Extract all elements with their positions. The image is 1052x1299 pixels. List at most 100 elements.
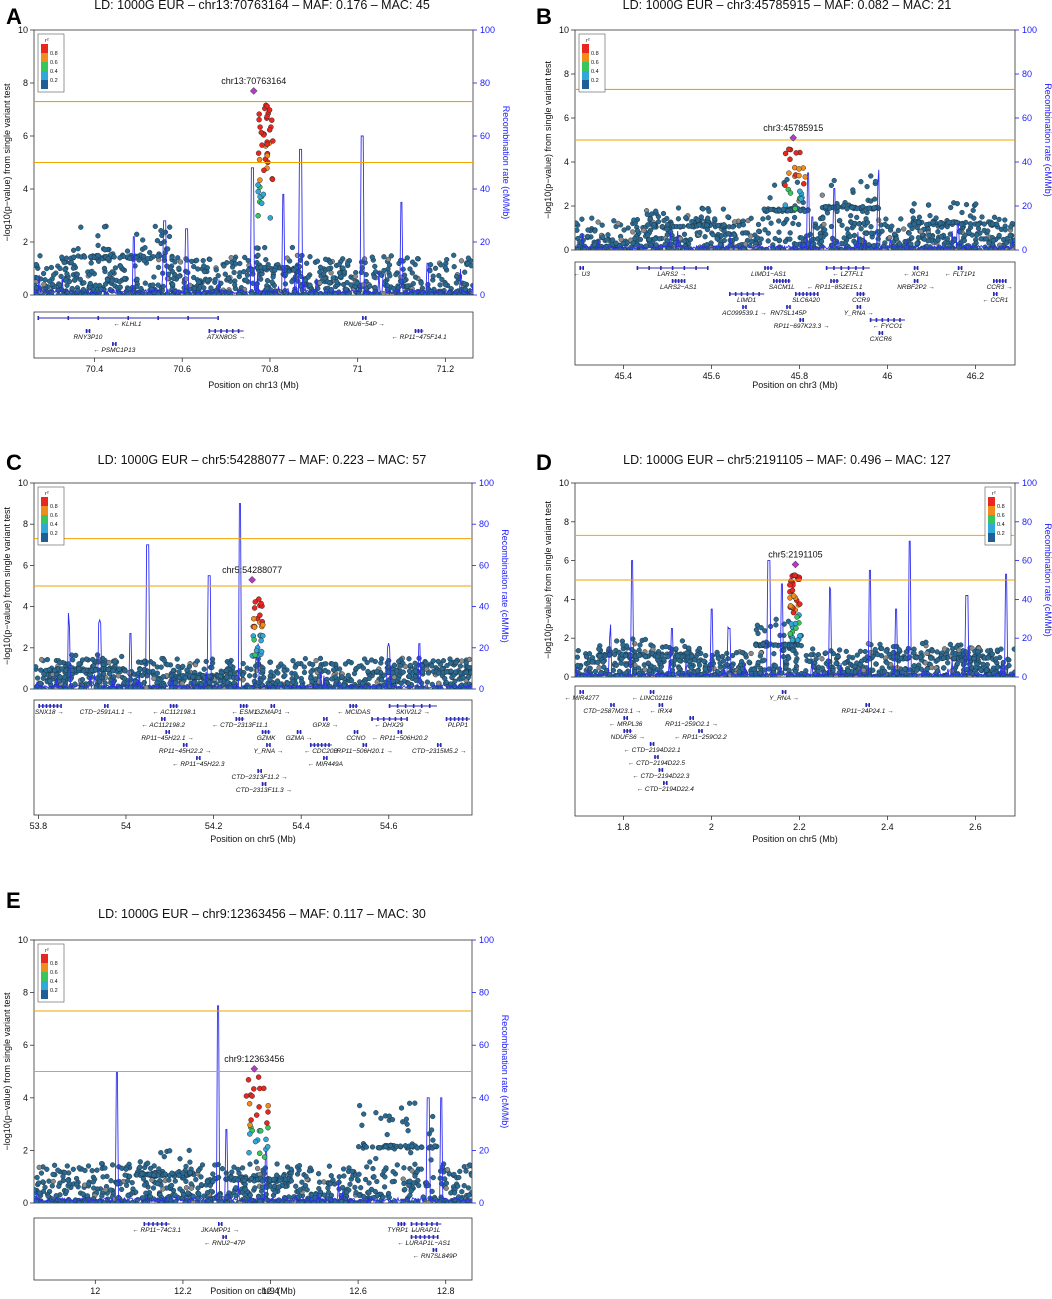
data-point <box>839 222 845 228</box>
data-point <box>967 221 974 227</box>
data-point <box>38 1170 45 1176</box>
data-point <box>196 279 202 285</box>
data-point <box>328 287 335 293</box>
data-point <box>891 231 898 237</box>
recombination-line <box>575 169 1015 250</box>
y-tick-label: 6 <box>23 1040 28 1050</box>
data-point <box>575 227 580 233</box>
data-point <box>718 233 725 239</box>
gene-exon <box>660 266 662 270</box>
data-point <box>430 273 436 279</box>
data-point <box>913 655 920 661</box>
data-point <box>597 653 603 659</box>
data-point <box>760 216 766 222</box>
gene-exon <box>779 279 781 283</box>
data-point <box>69 652 75 658</box>
data-point <box>107 271 113 277</box>
plot-title: LD: 1000G EUR – chr9:12363456 – MAF: 0.1… <box>98 907 426 921</box>
data-point <box>161 657 167 663</box>
gene-exon <box>825 266 828 270</box>
gene-exon <box>397 730 400 734</box>
r-tick-label: 100 <box>1022 478 1037 488</box>
legend-title: r² <box>45 38 49 44</box>
data-point <box>620 240 626 247</box>
data-point <box>187 1159 193 1165</box>
data-point <box>340 265 346 271</box>
data-point <box>738 658 745 665</box>
gene-label: CTD−2313F11.2 → <box>232 774 288 781</box>
data-point <box>95 233 101 239</box>
data-point <box>406 668 413 674</box>
data-point <box>337 685 343 689</box>
data-point <box>57 659 63 666</box>
gene-label: NDUFS6 → <box>611 734 645 741</box>
gene-label: ← CTD−2194D22.5 <box>628 760 686 767</box>
data-point <box>70 1166 76 1172</box>
data-point <box>412 274 419 280</box>
data-point <box>37 253 43 259</box>
gene-exon <box>692 716 694 720</box>
gene-exon <box>798 292 801 296</box>
gene-exon <box>317 743 319 747</box>
data-point <box>871 205 877 211</box>
data-point <box>141 253 147 260</box>
data-point <box>798 643 804 649</box>
data-point <box>663 643 669 650</box>
gene-exon <box>746 292 749 296</box>
data-point <box>969 645 975 651</box>
gene-exon <box>582 266 584 270</box>
data-point <box>1007 232 1013 239</box>
data-point <box>929 648 936 654</box>
legend-tick-label: 0.4 <box>591 69 599 75</box>
data-point <box>169 292 175 295</box>
data-point <box>837 217 843 224</box>
gene-label: RP11−24P24.1 → <box>842 708 894 715</box>
panel-letter: C <box>6 450 22 475</box>
gene-exon <box>168 730 170 734</box>
data-point <box>703 652 709 659</box>
r-tick-label: 20 <box>480 237 490 247</box>
ld-point <box>257 612 263 618</box>
data-point <box>613 662 620 668</box>
ld-point <box>258 637 264 644</box>
data-point <box>352 273 358 280</box>
data-point <box>295 686 301 689</box>
data-point <box>169 254 175 261</box>
data-point <box>948 204 954 211</box>
data-point <box>599 222 605 228</box>
gene-exon <box>309 743 312 747</box>
ld-point <box>264 103 270 109</box>
data-point <box>679 638 686 644</box>
ld-point <box>256 111 262 117</box>
data-point <box>618 660 624 666</box>
data-point <box>160 674 166 680</box>
gene-exon <box>636 266 639 270</box>
legend-swatch <box>988 524 995 533</box>
gene-exon <box>913 279 916 283</box>
data-point <box>466 656 472 663</box>
y-tick-label: 10 <box>559 25 569 35</box>
ld-point <box>260 633 266 639</box>
ld-point <box>255 150 262 156</box>
gene-exon <box>328 743 330 747</box>
gene-exon <box>412 704 415 708</box>
data-point <box>393 271 399 278</box>
data-point <box>872 646 878 653</box>
data-point <box>453 273 460 280</box>
data-point <box>201 666 207 672</box>
gene-label: ← IRX4 <box>649 708 672 715</box>
data-point <box>176 669 182 675</box>
gene-exon <box>371 717 373 721</box>
data-point <box>396 658 402 665</box>
data-point <box>40 270 47 277</box>
gene-exon <box>245 704 248 708</box>
legend-tick-label: 0.6 <box>50 60 58 66</box>
data-point <box>275 664 282 670</box>
data-point <box>444 256 450 263</box>
data-point <box>258 276 264 282</box>
gene-exon <box>671 266 674 270</box>
data-point <box>771 182 778 188</box>
data-point <box>845 668 851 674</box>
data-point <box>429 1188 435 1195</box>
